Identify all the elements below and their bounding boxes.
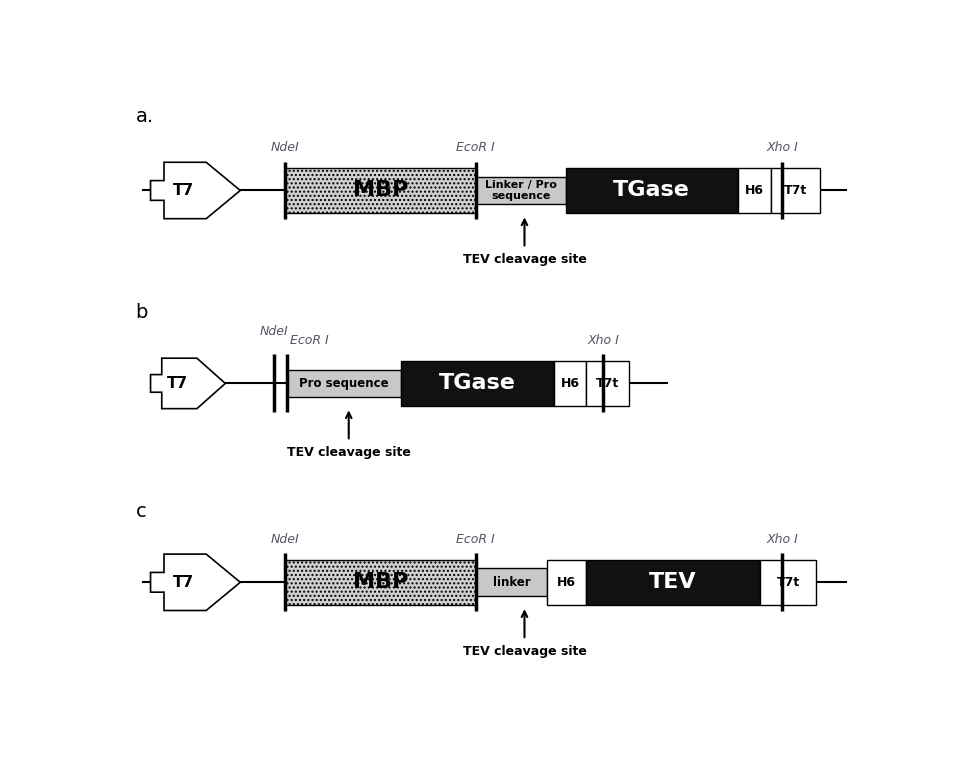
Text: H6: H6 <box>561 377 580 390</box>
Text: a.: a. <box>135 107 153 126</box>
Text: c: c <box>135 502 147 521</box>
Bar <box>586 560 760 604</box>
Bar <box>554 361 586 406</box>
Text: EcoR I: EcoR I <box>456 534 495 546</box>
Bar <box>586 361 629 406</box>
Text: H6: H6 <box>557 576 576 589</box>
Polygon shape <box>151 162 240 219</box>
Bar <box>476 568 547 596</box>
Text: T7t: T7t <box>595 377 620 390</box>
Text: EcoR I: EcoR I <box>456 141 495 154</box>
Text: b: b <box>135 303 148 322</box>
Text: TEV cleavage site: TEV cleavage site <box>462 253 587 266</box>
Text: Xho I: Xho I <box>766 534 798 546</box>
Text: MBP: MBP <box>353 572 408 592</box>
Text: MBP: MBP <box>353 180 408 200</box>
Text: linker: linker <box>492 576 530 589</box>
Polygon shape <box>151 554 240 611</box>
Bar <box>476 177 565 204</box>
Text: Pro sequence: Pro sequence <box>299 377 389 390</box>
Text: TGase: TGase <box>439 373 516 393</box>
Text: Xho I: Xho I <box>587 335 619 348</box>
Text: TEV: TEV <box>649 572 697 592</box>
Bar <box>547 560 586 604</box>
Bar <box>737 168 771 213</box>
Text: TGase: TGase <box>613 180 690 200</box>
Text: T7t: T7t <box>777 576 800 589</box>
Bar <box>771 168 820 213</box>
Bar <box>286 560 476 604</box>
Text: Xho I: Xho I <box>766 141 798 154</box>
Bar <box>760 560 816 604</box>
Text: T7t: T7t <box>784 184 807 197</box>
Text: NdeI: NdeI <box>271 141 299 154</box>
Text: TEV cleavage site: TEV cleavage site <box>462 645 587 658</box>
Polygon shape <box>151 359 226 409</box>
Bar <box>565 168 737 213</box>
Text: T7: T7 <box>167 376 188 391</box>
Text: T7: T7 <box>173 575 194 590</box>
Text: NdeI: NdeI <box>271 534 299 546</box>
Text: T7: T7 <box>173 183 194 198</box>
Text: NdeI: NdeI <box>260 325 289 338</box>
Bar <box>287 369 401 397</box>
Text: TEV cleavage site: TEV cleavage site <box>287 446 411 459</box>
Text: EcoR I: EcoR I <box>290 335 329 348</box>
Bar <box>401 361 554 406</box>
Text: H6: H6 <box>745 184 764 197</box>
Bar <box>286 168 476 213</box>
Text: Linker / Pro
sequence: Linker / Pro sequence <box>484 180 557 201</box>
